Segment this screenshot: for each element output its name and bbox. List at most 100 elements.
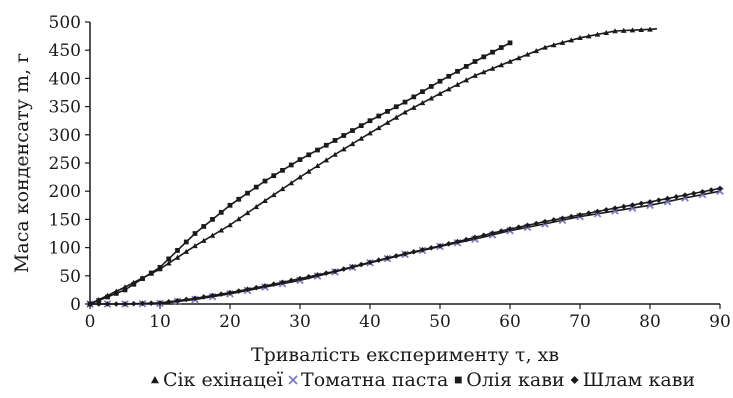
series-coffee-oil-point xyxy=(253,184,259,190)
series-tomato-point-stroke-b xyxy=(663,197,672,206)
series-coffee-sludge-point xyxy=(603,207,610,213)
series-echinacea-point xyxy=(550,42,557,48)
x-tick-label: 90 xyxy=(709,312,731,332)
x-tick-label: 50 xyxy=(429,312,451,332)
series-echinacea-point xyxy=(218,227,225,233)
series-echinacea-point xyxy=(524,51,531,57)
y-axis-title: Маса конденсату m, г xyxy=(11,53,33,273)
series-coffee-sludge-point xyxy=(262,283,268,289)
y-tick-label: 50 xyxy=(59,267,81,287)
series-echinacea-point xyxy=(437,90,443,96)
legend-item: Шлам кави xyxy=(570,369,695,391)
series-coffee-oil-point xyxy=(297,157,303,162)
series-coffee-sludge-point xyxy=(498,228,505,234)
series-echinacea-point xyxy=(288,180,295,186)
series-coffee-oil-point xyxy=(455,68,460,74)
series-echinacea-point xyxy=(297,174,303,180)
series-tomato-point-stroke-b xyxy=(716,187,724,196)
legend-marker-square xyxy=(454,376,462,384)
series-coffee-oil-point xyxy=(481,54,487,60)
series-coffee-sludge-point xyxy=(489,230,496,237)
series-coffee-sludge-point xyxy=(375,257,382,263)
series-coffee-sludge-point xyxy=(542,218,548,225)
series-coffee-sludge-point xyxy=(708,187,715,193)
series-coffee-sludge-point xyxy=(113,301,120,307)
series-echinacea-point xyxy=(227,222,233,228)
series-coffee-sludge-point xyxy=(402,251,408,257)
series-coffee-oil-point xyxy=(105,294,110,300)
series-echinacea-point xyxy=(402,109,408,115)
series-echinacea-point xyxy=(498,62,505,68)
series-coffee-sludge-point xyxy=(122,301,128,307)
series xyxy=(86,26,724,308)
series-coffee-sludge-point xyxy=(533,220,540,227)
series-coffee-oil-point xyxy=(472,59,478,64)
series-coffee-sludge-point xyxy=(192,295,198,302)
series-echinacea-point xyxy=(577,34,583,41)
series-coffee-sludge-point xyxy=(594,208,601,215)
series-echinacea-point xyxy=(410,104,417,110)
y-tick-label: 450 xyxy=(49,41,81,61)
series-coffee-sludge-point xyxy=(472,234,478,241)
series-coffee-sludge-point xyxy=(367,259,373,266)
series-coffee-sludge-point xyxy=(235,288,242,294)
series-echinacea-point xyxy=(174,254,181,260)
series-coffee-sludge-point xyxy=(200,294,207,300)
series-coffee-sludge-point xyxy=(428,245,435,251)
series-echinacea-point xyxy=(332,151,338,157)
series-coffee-sludge-point xyxy=(279,279,286,286)
series-coffee-oil-point xyxy=(490,49,495,55)
x-tick-label: 60 xyxy=(499,312,521,332)
series-echinacea-point xyxy=(393,114,400,120)
y-tick-label: 0 xyxy=(70,295,81,315)
series-coffee-oil-line xyxy=(89,42,511,305)
series-echinacea-point xyxy=(270,192,277,198)
series-echinacea-point xyxy=(629,27,636,33)
legend-marker-triangle xyxy=(150,376,159,384)
series-echinacea-point xyxy=(612,28,618,34)
series-echinacea-point xyxy=(454,81,461,87)
series-coffee-sludge-point xyxy=(384,255,391,261)
series-coffee-oil-point xyxy=(507,40,513,46)
series-echinacea-point xyxy=(375,125,382,131)
series-coffee-oil-point xyxy=(498,45,504,50)
series-coffee-sludge-point xyxy=(253,284,260,291)
x-tick-label: 80 xyxy=(639,312,661,332)
series-echinacea-point xyxy=(192,243,198,249)
axes xyxy=(89,22,720,305)
series-coffee-sludge-point xyxy=(690,190,697,197)
series-coffee-sludge-point xyxy=(480,232,487,239)
series-coffee-oil-point xyxy=(218,209,224,215)
x-tick-label: 10 xyxy=(149,312,171,332)
series-echinacea-point xyxy=(209,232,216,238)
series-coffee-sludge-point xyxy=(244,286,251,293)
y-tick-label: 350 xyxy=(49,98,81,118)
series-coffee-sludge xyxy=(87,185,723,307)
series-echinacea-point xyxy=(445,86,452,92)
series-coffee-sludge-point xyxy=(130,300,137,307)
series-coffee-oil-point xyxy=(271,173,277,179)
series-coffee-sludge-point xyxy=(139,300,146,307)
series-coffee-sludge-point xyxy=(673,194,680,200)
series-coffee-sludge-point xyxy=(95,301,102,307)
series-coffee-oil-point xyxy=(201,224,207,229)
series-echinacea-point xyxy=(463,77,470,83)
y-tick-label: 150 xyxy=(49,210,81,230)
series-coffee-oil-point xyxy=(446,73,452,79)
x-tick-label: 0 xyxy=(85,312,96,332)
series-echinacea-point xyxy=(340,146,347,152)
series-coffee-oil-point xyxy=(96,298,102,303)
series-coffee-sludge-point xyxy=(174,297,181,304)
series-echinacea-point xyxy=(349,141,356,147)
series-coffee-oil-point xyxy=(122,287,128,293)
series-coffee-sludge-point xyxy=(655,197,662,204)
series-coffee-sludge-point xyxy=(314,272,321,278)
legend-marker-cross-stroke-b xyxy=(288,375,298,385)
legend-item: Сік ехінацеї xyxy=(150,369,283,391)
series-tomato-point-stroke-b xyxy=(698,190,707,199)
series-coffee-oil-point xyxy=(210,217,215,222)
series-coffee-oil-point xyxy=(323,142,329,148)
series-coffee-sludge-point xyxy=(358,261,365,268)
y-tick-label: 200 xyxy=(49,182,81,202)
series-coffee-oil-point xyxy=(385,109,390,114)
